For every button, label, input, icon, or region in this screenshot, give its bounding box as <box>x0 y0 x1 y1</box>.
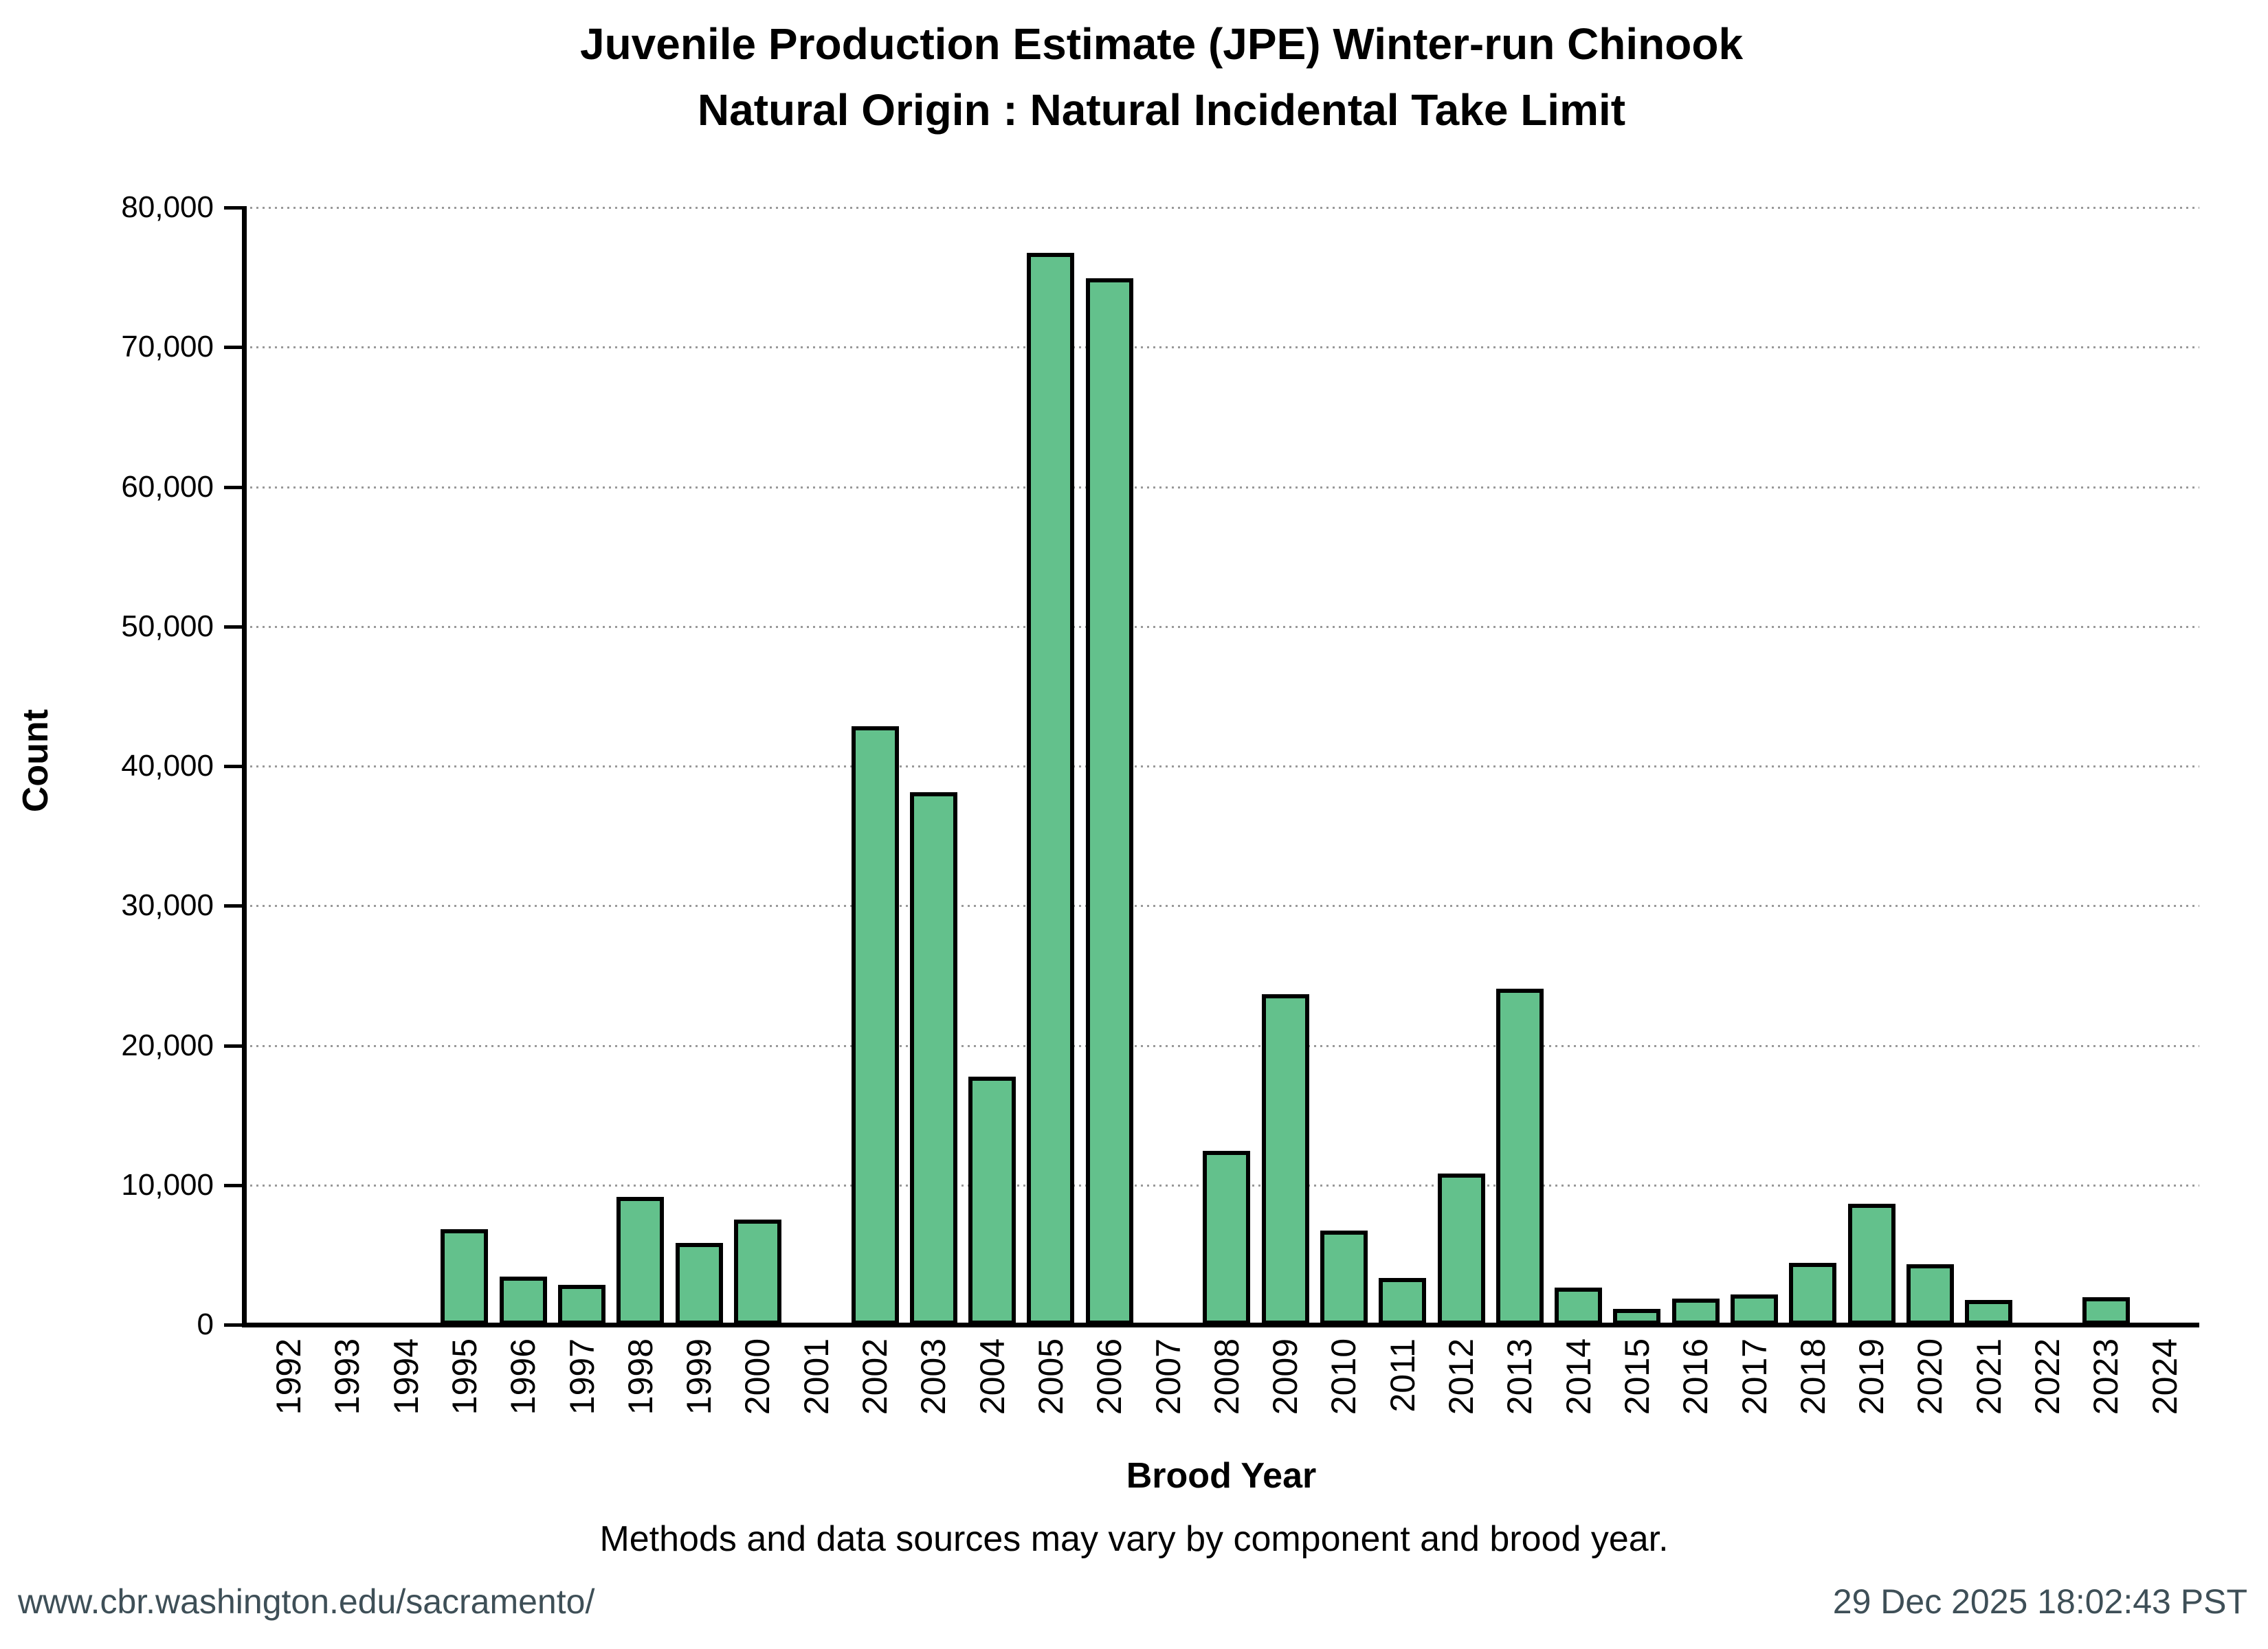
x-label-1993: 1993 <box>328 1338 367 1415</box>
x-label-2010: 2010 <box>1324 1338 1364 1415</box>
y-tick-label-30000: 30,000 <box>121 888 214 923</box>
bar-2021 <box>1965 1300 2013 1325</box>
y-tick-30000 <box>224 904 242 908</box>
x-label-1992: 1992 <box>269 1338 308 1415</box>
footer-timestamp: 29 Dec 2025 18:02:43 PST <box>1832 1582 2247 1621</box>
bar-2020 <box>1906 1264 1954 1325</box>
bar-2010 <box>1320 1230 1368 1325</box>
x-label-2014: 2014 <box>1559 1338 1598 1415</box>
x-axis-title: Brood Year <box>1126 1456 1317 1496</box>
gridline-50000 <box>244 625 2199 628</box>
x-label-2022: 2022 <box>2028 1338 2067 1415</box>
bar-2000 <box>733 1219 781 1325</box>
x-label-1995: 1995 <box>445 1338 484 1415</box>
x-label-2013: 2013 <box>1500 1338 1539 1415</box>
x-label-2015: 2015 <box>1617 1338 1656 1415</box>
x-axis-spine <box>242 1323 2199 1327</box>
y-tick-label-10000: 10,000 <box>121 1167 214 1202</box>
x-label-2005: 2005 <box>1031 1338 1070 1415</box>
x-label-2012: 2012 <box>1442 1338 1480 1415</box>
bar-2011 <box>1379 1277 1427 1325</box>
bar-2009 <box>1261 994 1309 1325</box>
x-label-1996: 1996 <box>504 1338 543 1415</box>
x-label-1997: 1997 <box>562 1338 601 1415</box>
bar-2017 <box>1731 1294 1778 1325</box>
y-tick-label-20000: 20,000 <box>121 1028 214 1062</box>
x-label-2018: 2018 <box>1793 1338 1832 1415</box>
x-label-1994: 1994 <box>386 1338 425 1415</box>
x-label-2009: 2009 <box>1266 1338 1305 1415</box>
bar-2012 <box>1437 1173 1485 1325</box>
y-tick-20000 <box>224 1044 242 1048</box>
x-label-2023: 2023 <box>2087 1338 2126 1415</box>
x-label-2017: 2017 <box>1735 1338 1774 1415</box>
footer-url: www.cbr.washington.edu/sacramento/ <box>18 1582 595 1621</box>
y-tick-label-80000: 80,000 <box>121 190 214 224</box>
y-tick-60000 <box>224 485 242 489</box>
bar-2014 <box>1555 1288 1603 1325</box>
y-tick-80000 <box>224 206 242 210</box>
bar-1998 <box>616 1197 665 1325</box>
x-label-2003: 2003 <box>914 1338 953 1415</box>
y-tick-label-60000: 60,000 <box>121 469 214 504</box>
x-label-2006: 2006 <box>1090 1338 1129 1415</box>
x-label-2024: 2024 <box>2145 1338 2184 1415</box>
bar-2006 <box>1085 278 1133 1325</box>
bar-2015 <box>1613 1308 1661 1325</box>
y-tick-label-40000: 40,000 <box>121 749 214 783</box>
bar-2003 <box>909 792 957 1325</box>
chart-title-line2: Natural Origin : Natural Incidental Take… <box>697 85 1626 135</box>
x-label-2001: 2001 <box>797 1338 836 1415</box>
bar-2004 <box>968 1077 1016 1325</box>
y-tick-40000 <box>224 765 242 768</box>
x-label-2019: 2019 <box>1852 1338 1891 1415</box>
bar-2005 <box>1027 253 1075 1325</box>
bar-2002 <box>851 726 899 1325</box>
bar-1997 <box>558 1285 605 1325</box>
bar-2018 <box>1789 1262 1837 1325</box>
x-label-2016: 2016 <box>1676 1338 1715 1415</box>
gridline-20000 <box>244 1044 2199 1047</box>
y-tick-70000 <box>224 346 242 350</box>
footnote: Methods and data sources may vary by com… <box>599 1519 1669 1559</box>
bar-1995 <box>441 1229 489 1325</box>
gridline-60000 <box>244 486 2199 489</box>
y-tick-label-70000: 70,000 <box>121 330 214 364</box>
bar-2019 <box>1847 1204 1895 1325</box>
gridline-30000 <box>244 905 2199 908</box>
x-label-1998: 1998 <box>621 1338 660 1415</box>
gridline-40000 <box>244 765 2199 767</box>
bar-2013 <box>1496 989 1544 1325</box>
x-label-2002: 2002 <box>856 1338 894 1415</box>
y-tick-0 <box>224 1323 242 1327</box>
x-label-2011: 2011 <box>1383 1338 1422 1413</box>
y-axis-spine <box>242 206 247 1327</box>
x-label-1999: 1999 <box>680 1338 719 1415</box>
y-tick-label-50000: 50,000 <box>121 609 214 643</box>
bar-2016 <box>1671 1299 1720 1325</box>
gridline-70000 <box>244 346 2199 349</box>
x-label-2000: 2000 <box>738 1338 777 1415</box>
gridline-80000 <box>244 207 2199 209</box>
y-tick-10000 <box>224 1183 242 1187</box>
y-tick-label-0: 0 <box>197 1308 214 1341</box>
x-label-2021: 2021 <box>1969 1338 2008 1415</box>
bar-1996 <box>499 1276 547 1325</box>
bar-2023 <box>2082 1297 2130 1325</box>
x-label-2008: 2008 <box>1207 1338 1246 1415</box>
chart-title-line1: Juvenile Production Estimate (JPE) Winte… <box>579 19 1744 69</box>
y-tick-50000 <box>224 625 242 629</box>
bar-1999 <box>675 1243 723 1325</box>
bar-2008 <box>1203 1151 1251 1325</box>
x-label-2004: 2004 <box>972 1338 1012 1415</box>
x-label-2007: 2007 <box>1148 1338 1188 1415</box>
x-label-2020: 2020 <box>1911 1338 1950 1415</box>
